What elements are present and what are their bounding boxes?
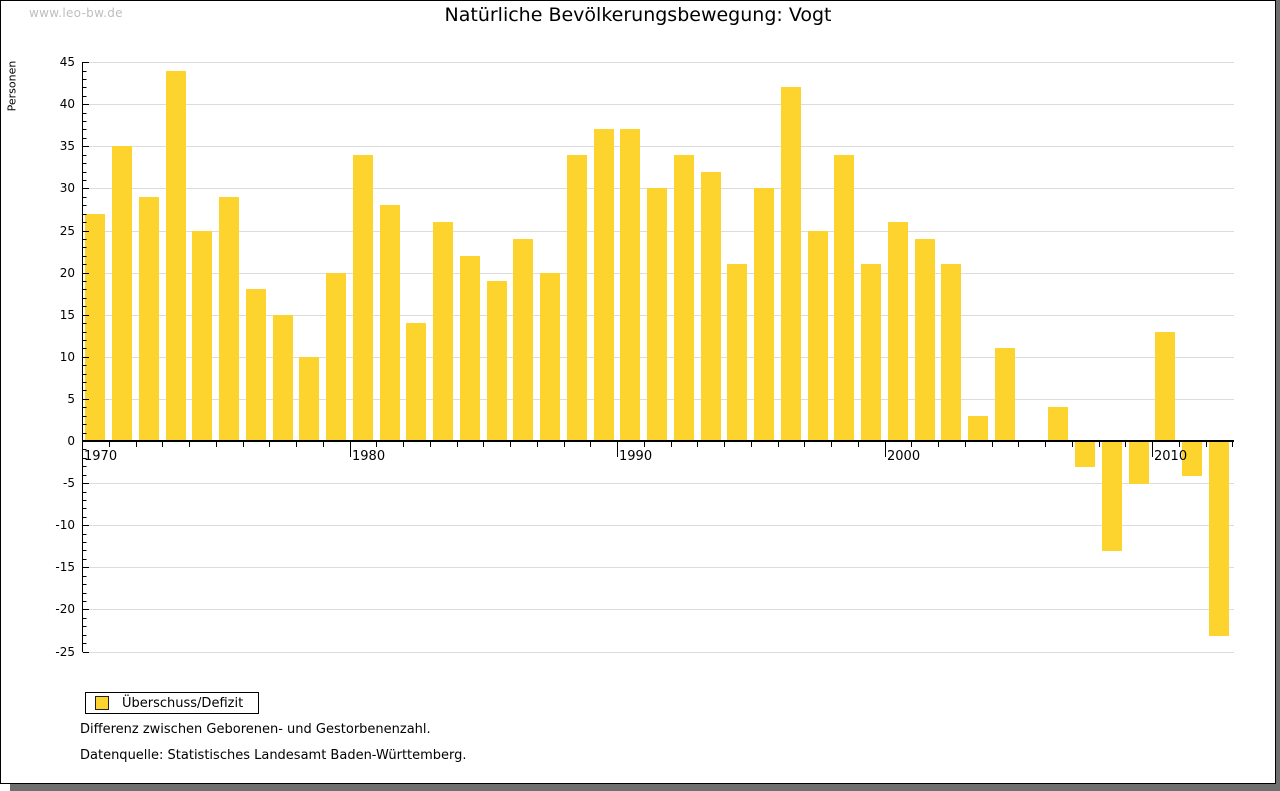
bar-2007 (1075, 442, 1095, 467)
bar-1983 (433, 222, 453, 441)
x-tick-label-2010: 2010 (1154, 449, 1187, 464)
y-tick-label--15: -15 (55, 560, 75, 574)
bar-2011 (1182, 442, 1202, 476)
bar-1981 (380, 205, 400, 441)
bar-2010 (1155, 332, 1175, 441)
bar-1989 (594, 129, 614, 441)
bar-1990 (620, 129, 640, 441)
legend-box: Überschuss/Defizit (85, 692, 260, 714)
window-shadow-right (1276, 0, 1280, 791)
bar-1997 (808, 231, 828, 442)
x-tick-label-1970: 1970 (84, 449, 117, 464)
bar-1984 (460, 256, 480, 441)
y-tick-label-0: 0 (67, 434, 75, 448)
window-shadow-bottom (10, 784, 1280, 791)
bar-1987 (540, 273, 560, 441)
bar-1973 (166, 71, 186, 441)
bar-1988 (567, 155, 587, 441)
footnote-definition: Differenz zwischen Geborenen- und Gestor… (80, 722, 431, 737)
x-tick-label-2000: 2000 (887, 449, 920, 464)
bar-1974 (192, 231, 212, 442)
y-tick-label-30: 30 (60, 181, 75, 195)
bar-1992 (674, 155, 694, 441)
legend-label: Überschuss/Defizit (122, 695, 244, 711)
bar-1982 (406, 323, 426, 441)
y-axis-title: Personen (5, 60, 19, 112)
y-tick-label-20: 20 (60, 266, 75, 280)
bar-1977 (273, 315, 293, 441)
bar-2003 (968, 416, 988, 441)
bar-1996 (781, 87, 801, 441)
y-tick-label-35: 35 (60, 139, 75, 153)
bar-1979 (326, 273, 346, 441)
bar-1986 (513, 239, 533, 441)
bar-1978 (299, 357, 319, 441)
y-tick-label-5: 5 (67, 392, 75, 406)
y-tick-label--20: -20 (55, 602, 75, 616)
bar-1972 (139, 197, 159, 441)
bar-2002 (941, 264, 961, 441)
x-tick-label-1990: 1990 (619, 449, 652, 464)
bar-1980 (353, 155, 373, 441)
bar-1994 (727, 264, 747, 441)
page-title: Natürliche Bevölkerungsbewegung: Vogt (444, 4, 832, 26)
bar-2000 (888, 222, 908, 441)
bar-2004 (995, 348, 1015, 441)
y-tick-label--25: -25 (55, 645, 75, 659)
y-tick-label-25: 25 (60, 224, 75, 238)
bar-1970 (85, 214, 105, 441)
bar-1999 (861, 264, 881, 441)
bar-1995 (754, 188, 774, 441)
y-tick-label--10: -10 (55, 518, 75, 532)
y-tick-label-40: 40 (60, 97, 75, 111)
bar-2009 (1129, 442, 1149, 484)
bar-1991 (647, 188, 667, 441)
x-tick-label-1980: 1980 (352, 449, 385, 464)
bar-2001 (915, 239, 935, 441)
bar-1975 (219, 197, 239, 441)
bar-1971 (112, 146, 132, 441)
y-tick-label-15: 15 (60, 308, 75, 322)
bar-1985 (487, 281, 507, 441)
footnote-source: Datenquelle: Statistisches Landesamt Bad… (80, 748, 467, 763)
bar-2008 (1102, 442, 1122, 551)
bar-1976 (246, 289, 266, 441)
watermark: www.leo-bw.de (29, 6, 123, 20)
bar-2012 (1209, 442, 1229, 636)
bar-2006 (1048, 407, 1068, 441)
y-tick-label-10: 10 (60, 350, 75, 364)
bar-1993 (701, 172, 721, 441)
bar-1998 (834, 155, 854, 441)
y-tick-label-45: 45 (60, 55, 75, 69)
legend-swatch (95, 696, 109, 710)
y-tick-label--5: -5 (63, 476, 75, 490)
